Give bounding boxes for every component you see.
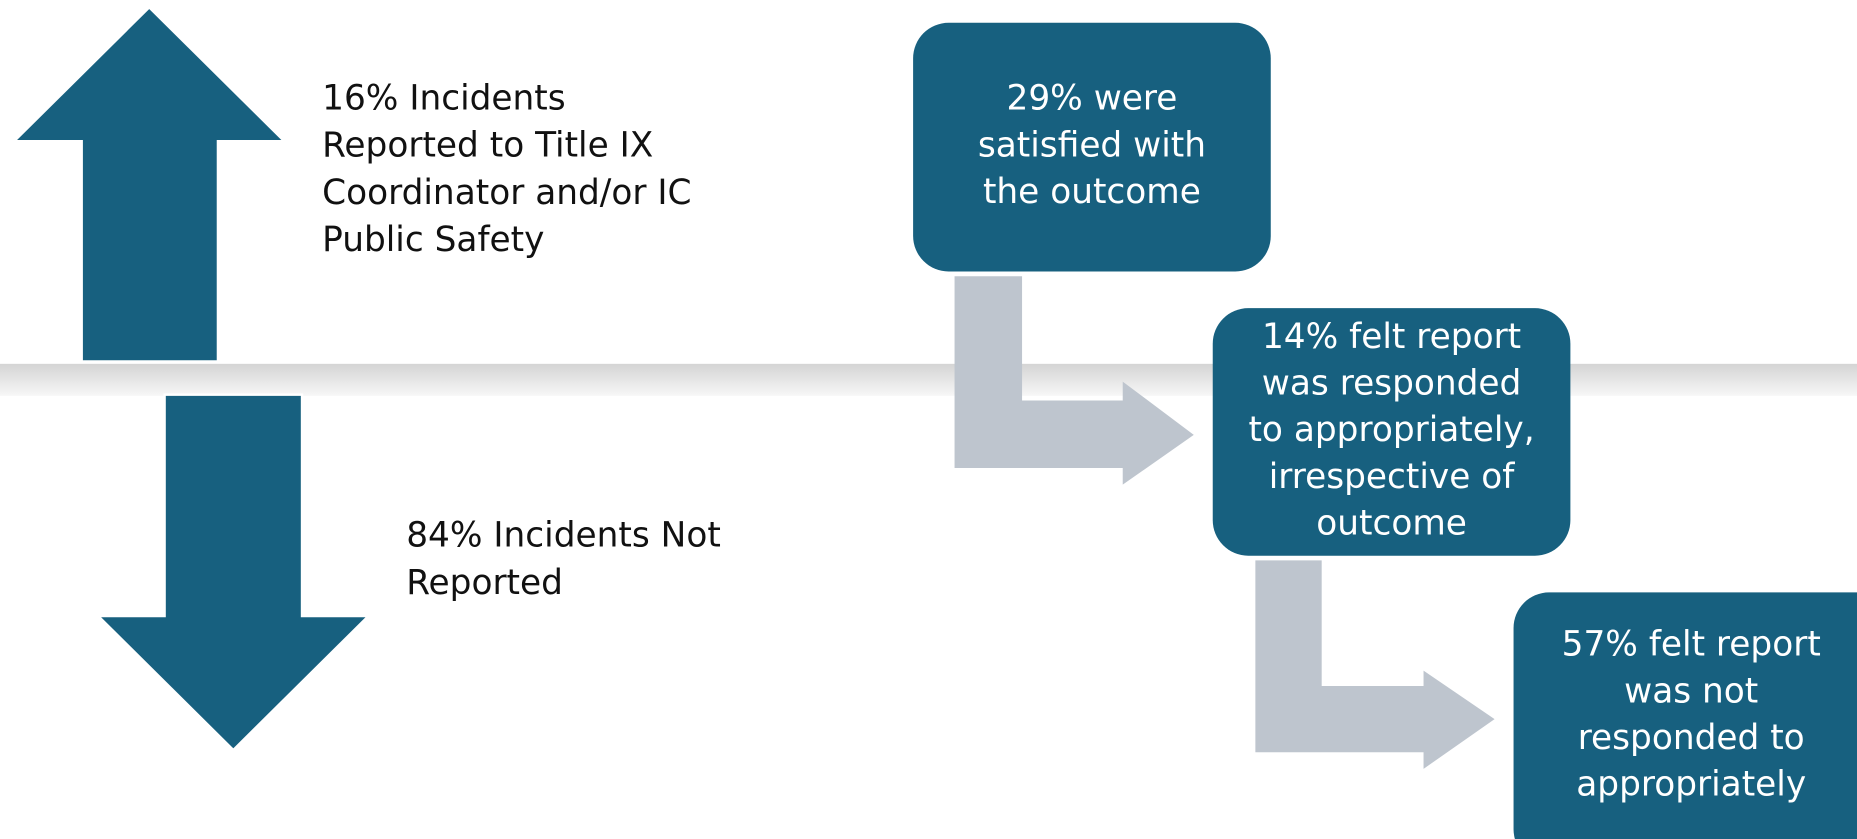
- label-line: Coordinator and/or IC: [322, 172, 691, 212]
- label-line: 29% were: [1006, 78, 1177, 118]
- label-line: 16% Incidents: [322, 78, 566, 118]
- label-line: appropriately: [1576, 764, 1806, 804]
- label-line: the outcome: [983, 172, 1201, 212]
- label-line: 14% felt report: [1262, 316, 1521, 356]
- label-line: 84% Incidents Not: [406, 515, 721, 555]
- label-line: irrespective of: [1269, 456, 1516, 496]
- label-line: was not: [1624, 671, 1758, 711]
- result-box: [913, 22, 1271, 272]
- label-line: 57% felt report: [1562, 624, 1821, 664]
- label-line: Reported to Title IX: [322, 125, 653, 165]
- label-line: Public Safety: [322, 219, 544, 259]
- down-arrow: [95, 393, 372, 752]
- label: 57% felt report was not responded to approp…: [1562, 624, 1821, 804]
- bent-arrow: [1255, 560, 1495, 769]
- label-line: to appropriately,: [1248, 410, 1534, 450]
- label-line: satisfied with: [978, 125, 1206, 165]
- label: 84% Incidents Not Reported: [406, 515, 721, 602]
- label-line: responded to: [1578, 718, 1805, 758]
- up-arrow: [11, 5, 288, 363]
- divider-band: [0, 363, 1857, 396]
- label: 16% Incidents Reported to Title IX Coordin…: [322, 78, 691, 259]
- label: 29% were satisfied with the outcome: [978, 78, 1206, 211]
- bent-arrow: [954, 276, 1194, 485]
- result-box: [1212, 308, 1571, 556]
- label: 14% felt report was responded to appropria…: [1248, 316, 1534, 543]
- label-line: Reported: [406, 562, 563, 602]
- label-line: was responded: [1262, 363, 1522, 403]
- label-line: outcome: [1316, 503, 1467, 543]
- result-box: [1513, 592, 1857, 839]
